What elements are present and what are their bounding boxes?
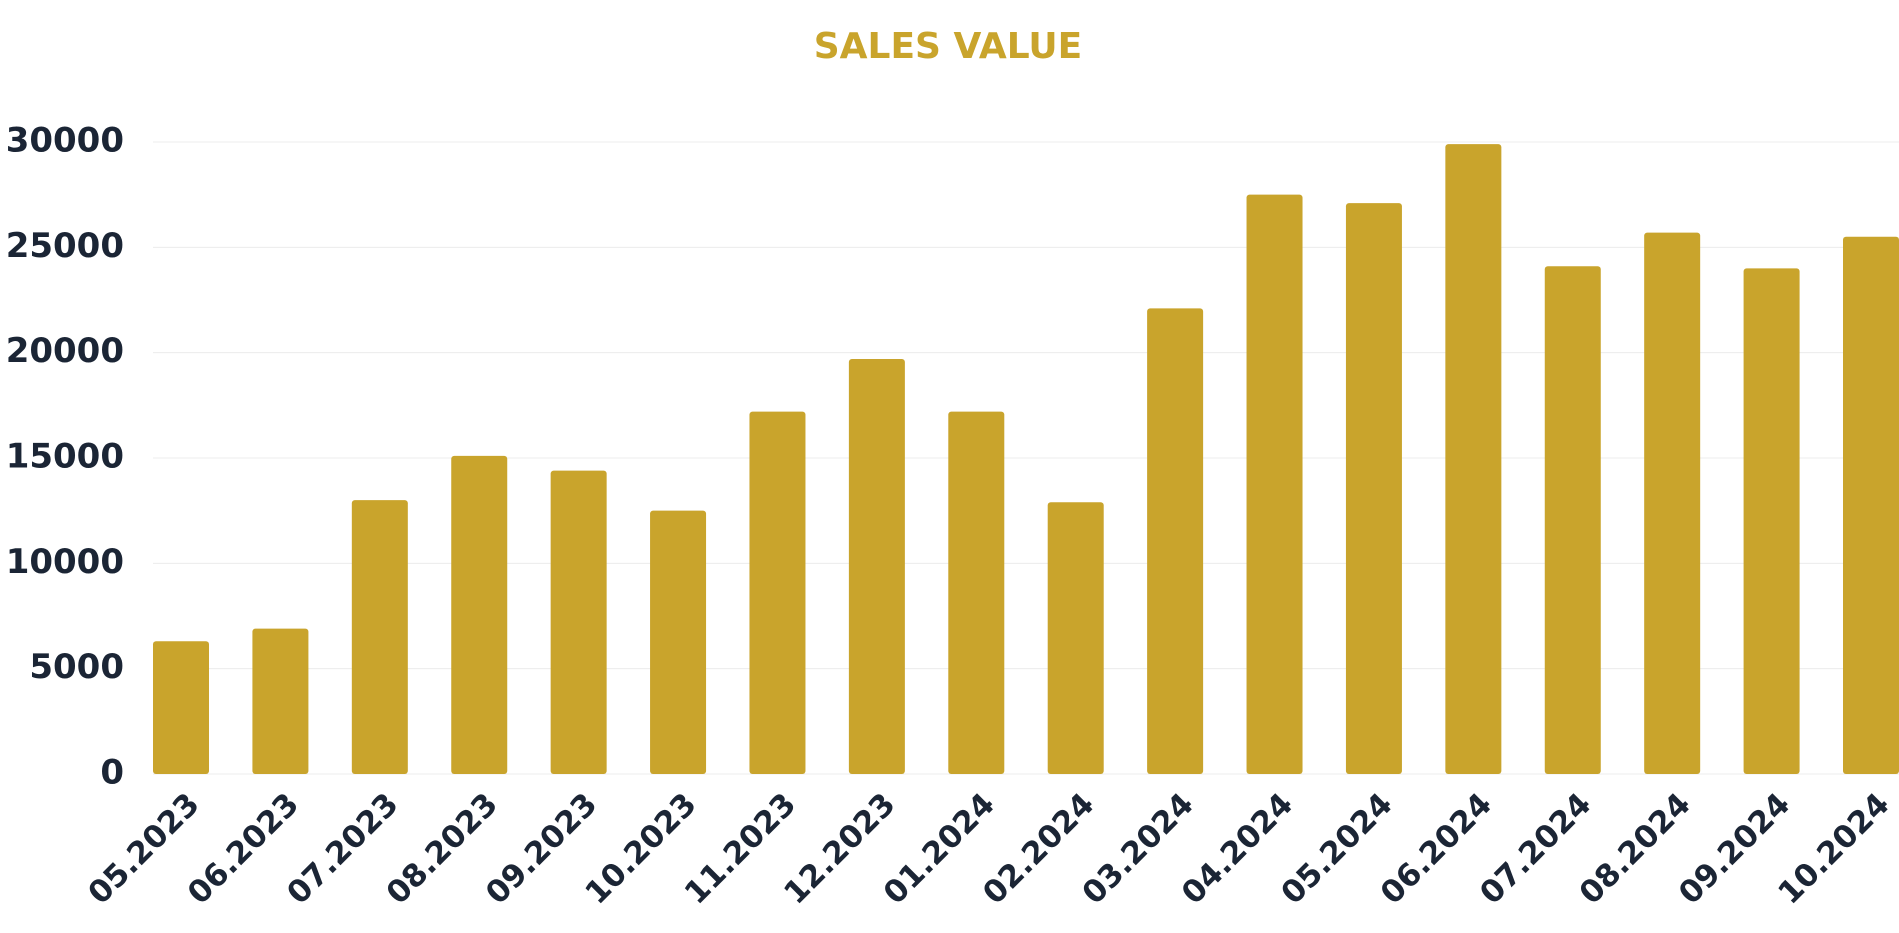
y-tick-label: 0 <box>100 753 124 793</box>
bar <box>351 500 408 774</box>
y-tick-label: 10000 <box>6 542 124 582</box>
bar <box>1644 232 1701 774</box>
bar <box>1743 268 1800 774</box>
y-tick-label: 20000 <box>6 331 124 371</box>
bar <box>848 358 905 774</box>
bar <box>153 641 209 774</box>
y-tick-label: 15000 <box>6 437 124 477</box>
bar <box>1445 144 1502 774</box>
bar <box>451 455 508 774</box>
bar <box>1246 194 1303 774</box>
bar <box>1843 236 1899 775</box>
y-tick-label: 25000 <box>6 226 124 266</box>
bar <box>1147 308 1204 774</box>
bar <box>749 411 806 774</box>
bar <box>550 470 607 774</box>
bar <box>1345 203 1402 775</box>
bar <box>650 510 707 774</box>
bar <box>1047 502 1104 774</box>
y-tick-label: 5000 <box>29 647 124 687</box>
chart-title: SALES VALUE <box>814 26 1083 67</box>
bar <box>948 411 1005 774</box>
bar <box>1544 266 1601 774</box>
y-tick-label: 30000 <box>6 121 124 161</box>
bar <box>252 628 309 774</box>
